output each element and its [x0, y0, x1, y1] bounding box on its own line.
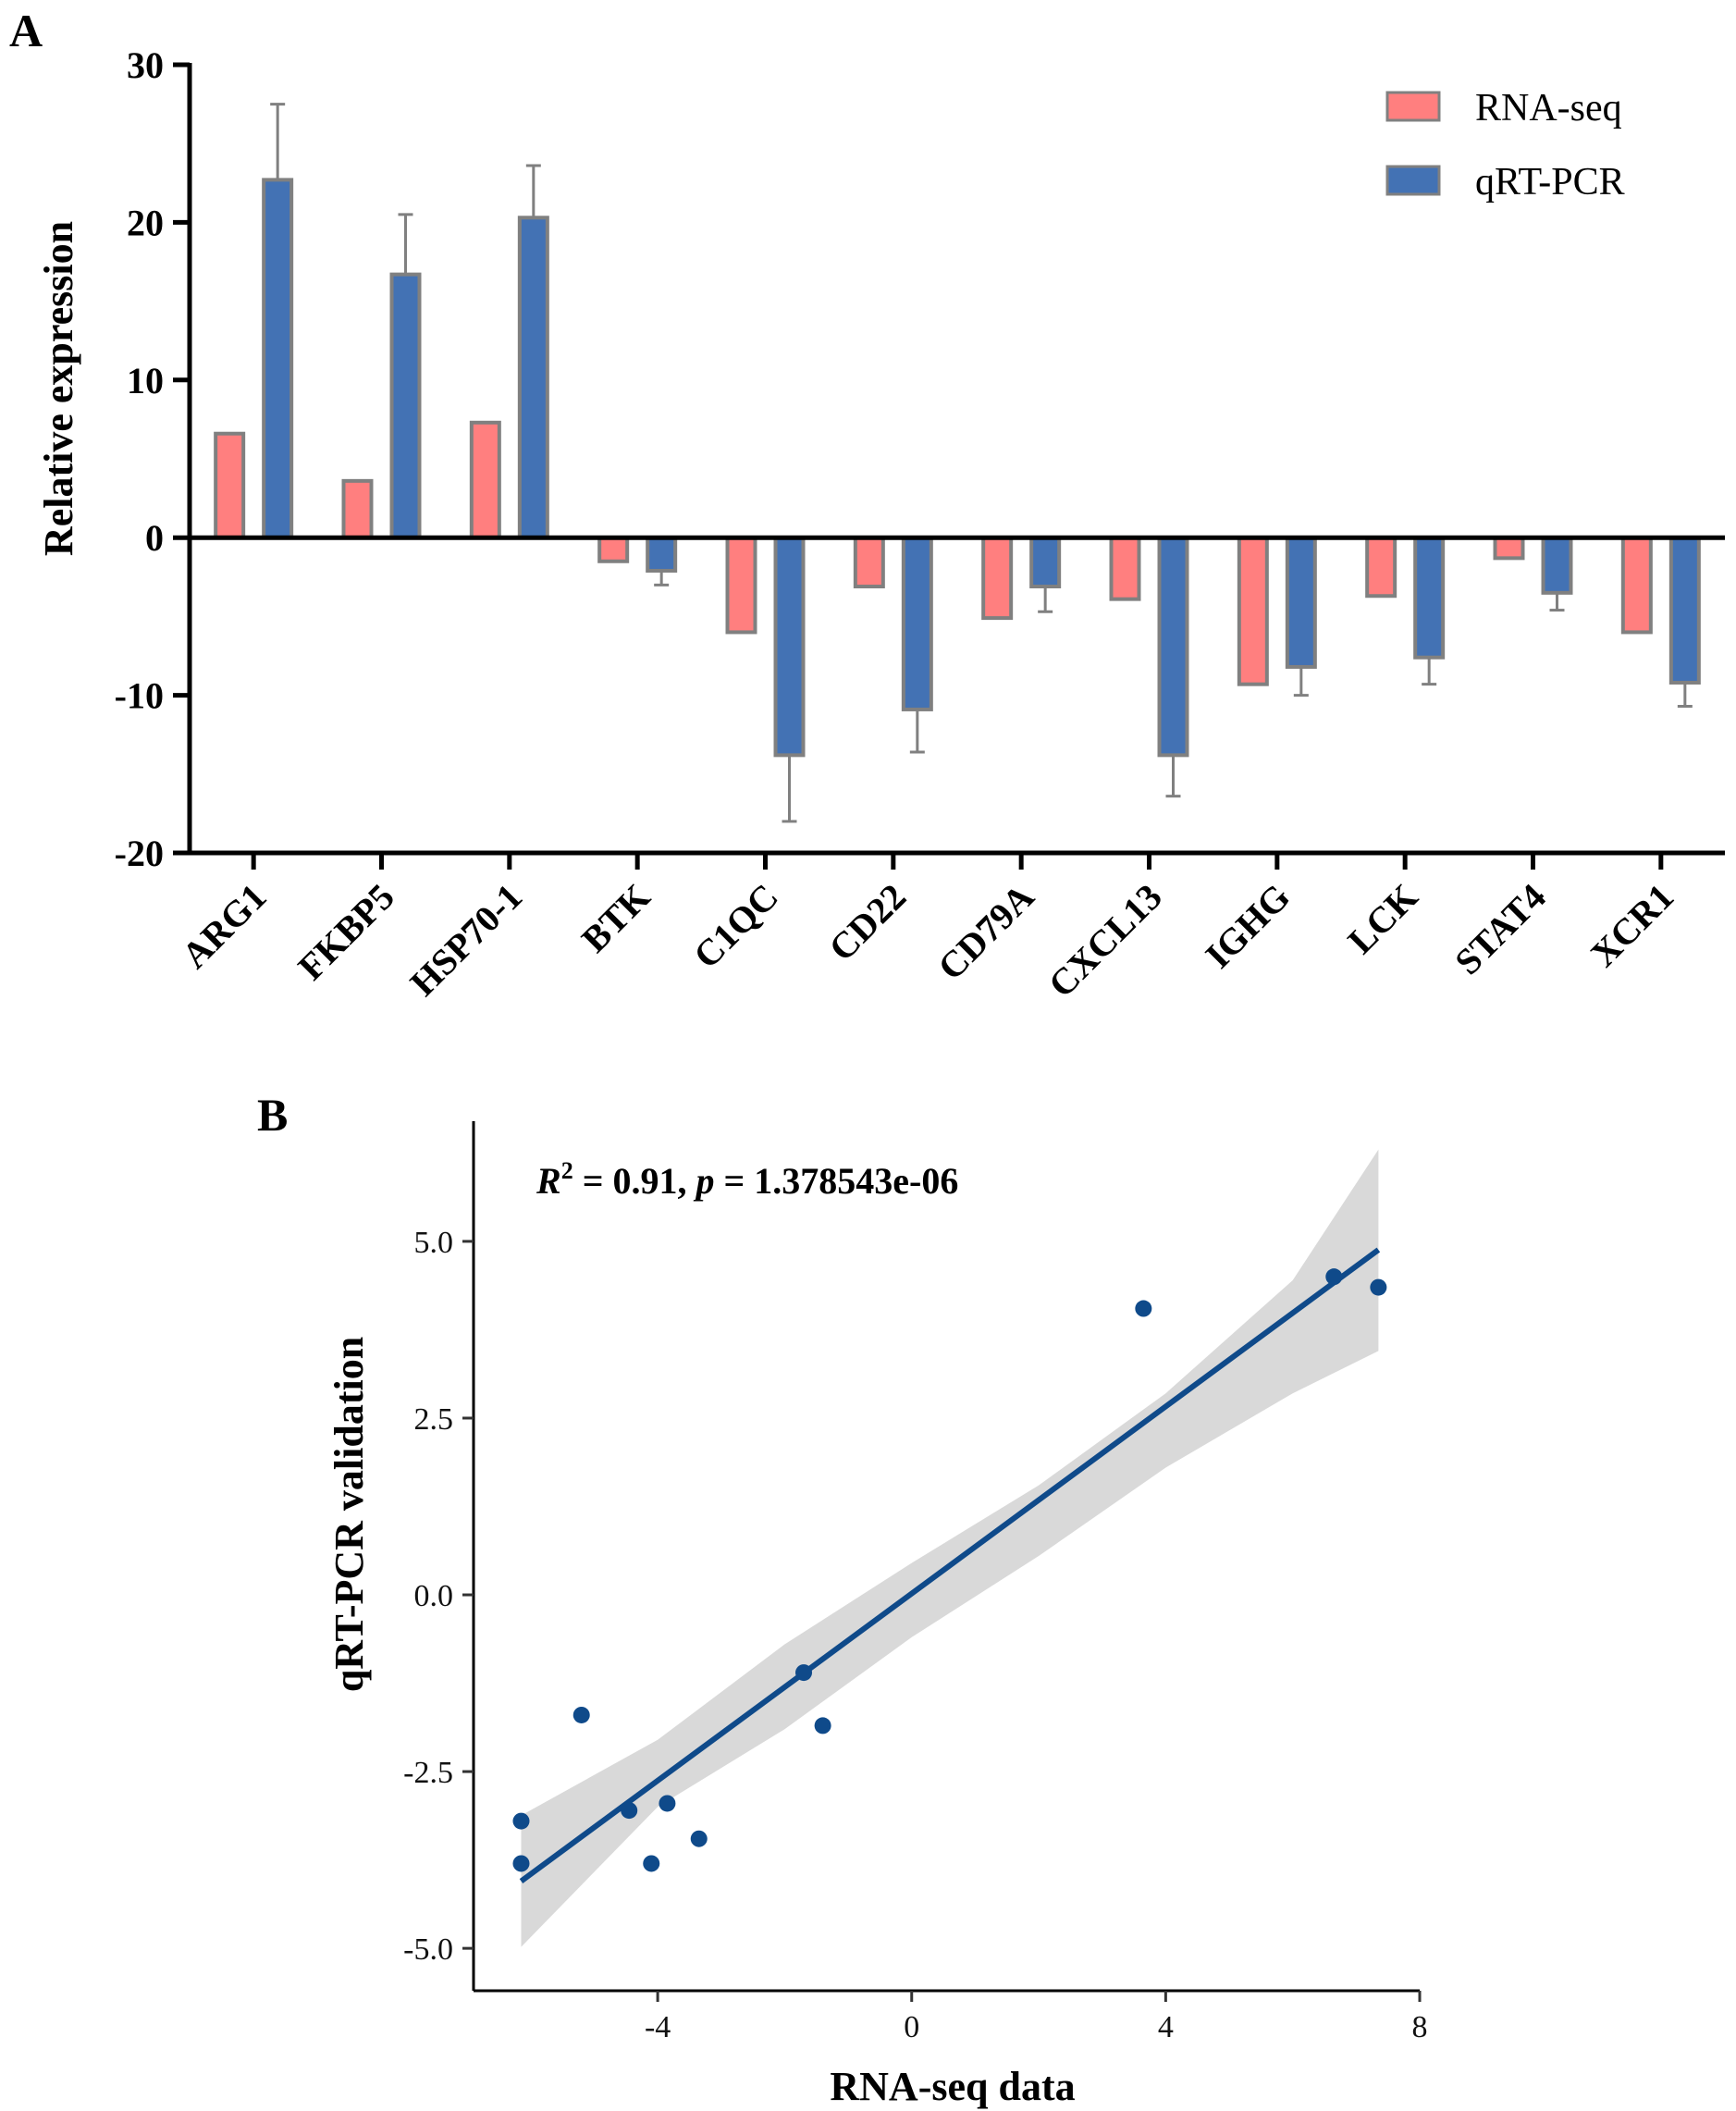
y-axis-title: Relative expression: [36, 221, 81, 556]
scatter-point-2: [1325, 1268, 1343, 1286]
x-axis-title: RNA-seq data: [830, 2064, 1075, 2109]
category-label-cd22: CD22: [820, 876, 914, 969]
bar-rna-seq-arg1: [214, 431, 246, 540]
scatter-point-1: [1370, 1278, 1387, 1296]
y-tick-label: 30: [127, 44, 164, 86]
legend: RNA-seq qRT-PCR: [1385, 87, 1625, 204]
bar-qrt-pcr-cd22: [901, 536, 933, 711]
category-label-arg1: ARG1: [174, 876, 275, 977]
legend-label-rna-seq: RNA-seq: [1475, 87, 1622, 130]
scatter-point-8: [621, 1802, 638, 1820]
bar-rna-seq-hsp70-1: [469, 420, 501, 540]
bar-rna-seq-c1qc: [725, 536, 757, 635]
regression-annotation: R2 = 0.91, p = 1.378543e-06: [536, 1157, 958, 1202]
bar-rna-seq-fkbp5: [341, 478, 374, 540]
bar-rna-seq-ighg: [1237, 536, 1269, 686]
y-tick-label: 20: [127, 202, 164, 243]
category-label-ighg: IGHG: [1197, 876, 1298, 977]
bar-rna-seq-xcr1: [1620, 536, 1653, 635]
category-label-hsp70-1: HSP70-1: [402, 876, 531, 1005]
bar-qrt-pcr-c1qc: [773, 536, 806, 758]
scatter-point-9: [643, 1855, 660, 1872]
panel-b-label: B: [257, 1089, 288, 1141]
bar-qrt-pcr-fkbp5: [389, 272, 422, 540]
bar-qrt-pcr-hsp70-1: [517, 216, 549, 540]
category-label-cxcl13: CXCL13: [1040, 876, 1170, 1006]
category-label-fkbp5: FKBP5: [289, 876, 401, 988]
scatter-points: [512, 1268, 1387, 1872]
bar-qrt-pcr-stat4: [1541, 536, 1573, 595]
y-axis-title: qRT-PCR validation: [326, 1337, 372, 1692]
x-tick-label: 4: [1158, 2010, 1174, 2044]
scatter-point-6: [690, 1830, 708, 1847]
y-tick-label: 2.5: [414, 1402, 454, 1437]
x-tick-label: -4: [645, 2010, 671, 2044]
r-value: = 0.91,: [573, 1160, 696, 1202]
category-label-xcr1: XCR1: [1582, 876, 1681, 975]
x-tick-label: 8: [1412, 2010, 1428, 2044]
y-tick-label: -2.5: [403, 1756, 453, 1790]
y-tick-label: -20: [115, 833, 164, 874]
r-symbol: R: [536, 1160, 561, 1202]
panel-a-label: A: [9, 5, 43, 56]
bar-qrt-pcr-cxcl13: [1157, 536, 1189, 758]
y-tick-label: 10: [127, 360, 164, 401]
bar-rna-seq-stat4: [1493, 536, 1525, 561]
scatter-point-3: [1135, 1300, 1152, 1317]
y-tick-label: -10: [115, 675, 164, 717]
scatter-point-12: [512, 1855, 530, 1872]
y-tick-label: -5.0: [403, 1932, 453, 1967]
scatter-point-4: [795, 1664, 813, 1682]
x-tick-label: 0: [904, 2010, 919, 2044]
scatter-point-7: [659, 1795, 676, 1812]
bar-qrt-pcr-xcr1: [1668, 536, 1701, 685]
scatter-chart-panel: 5.0 2.5 0.0 -2.5 -5.0 -4 0 4 8 qRT-PCR validati…: [326, 1121, 1428, 2109]
legend-swatch-qrt-pcr: [1385, 165, 1441, 196]
bar-qrt-pcr-arg1: [262, 178, 294, 540]
bar-rna-seq-btk: [597, 536, 630, 563]
bar-rna-seq-cd79a: [981, 536, 1014, 621]
bar-qrt-pcr-cd79a: [1029, 536, 1062, 589]
bar-qrt-pcr-lck: [1413, 536, 1446, 660]
confidence-band: [521, 1149, 1379, 1947]
bar-qrt-pcr-btk: [646, 536, 678, 573]
y-tick-label: 5.0: [414, 1226, 454, 1260]
category-label-c1qc: C1QC: [685, 876, 786, 977]
category-label-cd79a: CD79A: [930, 875, 1041, 987]
legend-swatch-rna-seq: [1385, 91, 1441, 122]
x-axis-ticks: -4 0 4 8: [645, 1991, 1428, 2044]
bar-rna-seq-lck: [1365, 536, 1397, 599]
category-label-btk: BTK: [573, 876, 659, 961]
y-axis-ticks: 30 20 10 0 -10 -20: [115, 44, 190, 874]
category-label-stat4: STAT4: [1447, 876, 1554, 983]
error-bar-group: [270, 103, 1693, 823]
y-tick-label: 0.0: [414, 1579, 454, 1613]
scatter-point-10: [573, 1706, 590, 1723]
scatter-point-5: [814, 1717, 831, 1734]
p-symbol: p: [693, 1160, 714, 1202]
bar-group: [214, 178, 1701, 758]
p-value: = 1.378543e-06: [714, 1160, 958, 1202]
regression-line: [519, 1247, 1381, 1883]
category-label-lck: LCK: [1339, 876, 1425, 962]
scatter-point-11: [512, 1812, 530, 1830]
bar-rna-seq-cd22: [853, 536, 885, 589]
legend-label-qrt-pcr: qRT-PCR: [1475, 161, 1625, 204]
bar-rna-seq-cxcl13: [1109, 536, 1141, 601]
bar-chart-panel: 30 20 10 0 -10 -20 ARG1 FKBP5 HSP70-1 BTK C1QC CD2…: [36, 44, 1725, 1006]
r-superscript: 2: [561, 1157, 573, 1184]
y-axis-ticks: 5.0 2.5 0.0 -2.5 -5.0: [403, 1226, 474, 1967]
y-tick-label: 0: [145, 517, 164, 559]
bar-qrt-pcr-ighg: [1285, 536, 1317, 669]
